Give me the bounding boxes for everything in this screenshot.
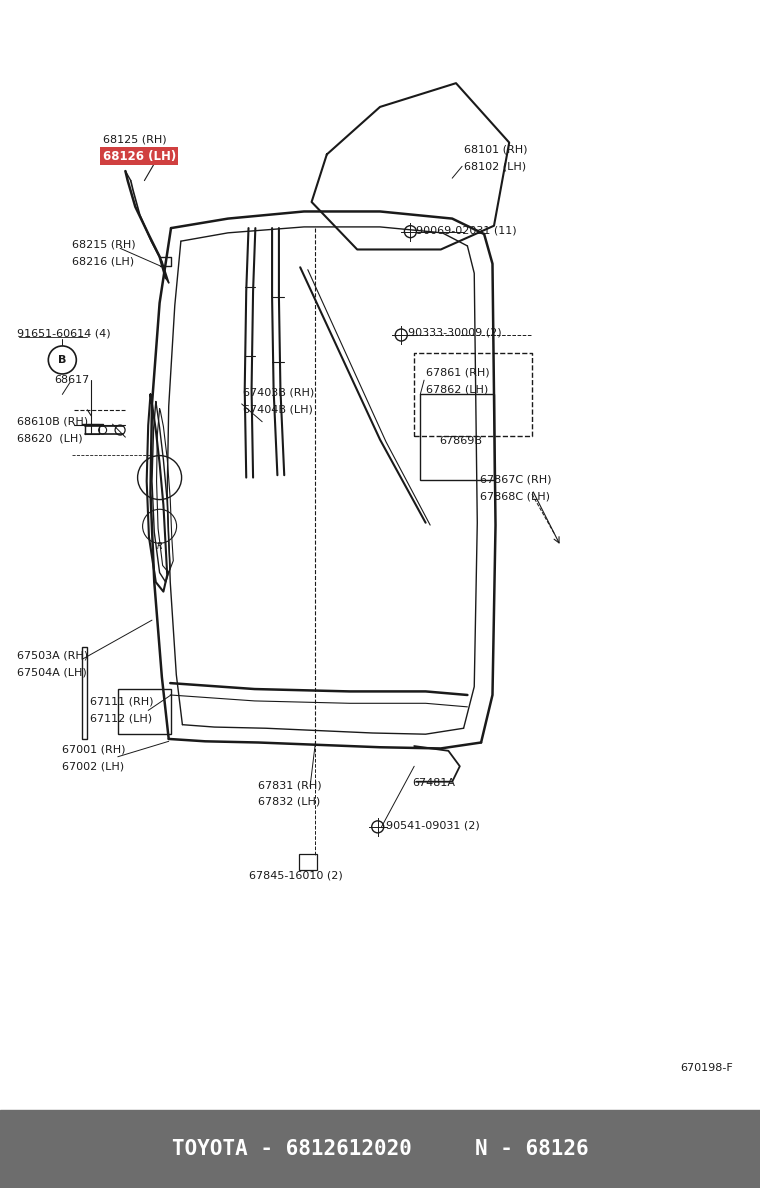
Text: 67112 (LH): 67112 (LH) bbox=[90, 714, 152, 723]
Text: 68102 (LH): 68102 (LH) bbox=[464, 162, 526, 171]
Text: 67862 (LH): 67862 (LH) bbox=[426, 385, 488, 394]
Text: 67504A (LH): 67504A (LH) bbox=[17, 668, 87, 677]
Text: 67404B (LH): 67404B (LH) bbox=[243, 405, 313, 415]
Text: 67845-16010 (2): 67845-16010 (2) bbox=[249, 871, 343, 880]
Text: 67831 (RH): 67831 (RH) bbox=[258, 781, 322, 790]
Bar bbox=[0, 1110, 760, 1188]
Text: 67867C (RH): 67867C (RH) bbox=[480, 475, 552, 485]
Text: 68617: 68617 bbox=[55, 375, 90, 385]
Bar bbox=[85, 424, 99, 434]
Text: 68610B (RH): 68610B (RH) bbox=[17, 417, 88, 426]
Text: TOYOTA - 6812612020     N - 68126: TOYOTA - 6812612020 N - 68126 bbox=[172, 1139, 588, 1159]
Text: 67403B (RH): 67403B (RH) bbox=[243, 388, 315, 398]
Text: 68126 (LH): 68126 (LH) bbox=[103, 150, 176, 163]
Text: 68620  (LH): 68620 (LH) bbox=[17, 434, 82, 443]
Bar bbox=[118, 689, 171, 734]
Text: 68125 (RH): 68125 (RH) bbox=[103, 135, 166, 145]
Text: 67869B: 67869B bbox=[439, 436, 483, 446]
Bar bbox=[299, 854, 317, 870]
Text: 90069-02031 (11): 90069-02031 (11) bbox=[416, 226, 517, 235]
Text: R: R bbox=[157, 542, 163, 551]
Text: 91651-60614 (4): 91651-60614 (4) bbox=[17, 329, 110, 339]
Bar bbox=[82, 647, 87, 739]
Text: 67111 (RH): 67111 (RH) bbox=[90, 697, 154, 707]
Text: 67832 (LH): 67832 (LH) bbox=[258, 797, 321, 807]
Text: 68101 (RH): 68101 (RH) bbox=[464, 145, 527, 154]
Text: B: B bbox=[58, 355, 67, 365]
Text: 67868C (LH): 67868C (LH) bbox=[480, 492, 550, 501]
Text: 90333-30009 (2): 90333-30009 (2) bbox=[408, 328, 502, 337]
Text: 67481A: 67481A bbox=[413, 778, 456, 788]
Text: 67861 (RH): 67861 (RH) bbox=[426, 368, 489, 378]
Text: 67001 (RH): 67001 (RH) bbox=[62, 745, 126, 754]
Text: 68215 (RH): 68215 (RH) bbox=[72, 240, 136, 249]
Text: 670198-F: 670198-F bbox=[680, 1063, 733, 1073]
Bar bbox=[420, 394, 494, 480]
Text: 67503A (RH): 67503A (RH) bbox=[17, 651, 88, 661]
Text: 67002 (LH): 67002 (LH) bbox=[62, 762, 125, 771]
Text: 90541-09031 (2): 90541-09031 (2) bbox=[386, 821, 480, 830]
Text: 68216 (LH): 68216 (LH) bbox=[72, 257, 135, 266]
